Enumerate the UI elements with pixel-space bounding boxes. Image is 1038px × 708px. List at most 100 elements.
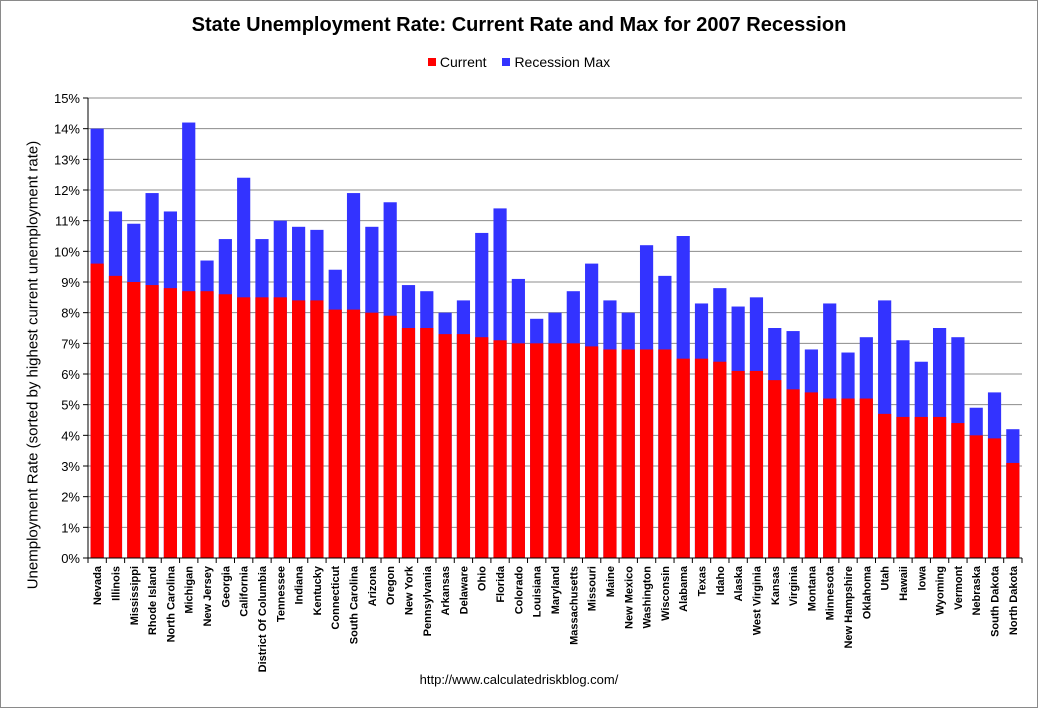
bar-current	[182, 291, 196, 558]
x-tick-label: New York	[403, 565, 415, 615]
bar-current	[859, 398, 873, 558]
bar-current	[621, 349, 635, 558]
y-tick-label: 15%	[54, 91, 80, 106]
bars	[90, 122, 1020, 559]
bar-current	[566, 343, 580, 558]
y-tick-label: 14%	[54, 122, 80, 137]
x-tick-label: New Mexico	[623, 566, 635, 629]
bar-current	[365, 312, 379, 558]
x-tick-label: Arkansas	[440, 566, 452, 616]
x-tick-label: Minnesota	[825, 565, 837, 620]
x-tick-label: District Of Columbia	[257, 565, 269, 672]
bar-current	[603, 349, 617, 558]
bar-current	[346, 309, 361, 558]
x-tick-label: North Dakota	[1008, 565, 1020, 635]
bar-current	[713, 361, 727, 558]
bar-current	[823, 398, 837, 558]
x-tick-label: Arizona	[367, 565, 379, 606]
bar-current	[896, 416, 910, 558]
x-tick-label: Tennessee	[275, 566, 287, 622]
x-tick-label: Virginia	[788, 565, 800, 606]
bar-current	[456, 334, 471, 558]
y-tick-label: 0%	[61, 551, 80, 566]
y-tick-label: 2%	[61, 490, 80, 505]
x-tick-label: Indiana	[294, 565, 306, 604]
bar-current	[841, 398, 855, 558]
x-tick-label: Louisiana	[532, 565, 544, 617]
x-tick-label: Colorado	[513, 566, 525, 615]
legend-label-current: Current	[439, 54, 487, 70]
bar-current	[145, 285, 159, 558]
y-tick-label: 13%	[54, 152, 80, 167]
y-tick-label: 8%	[61, 306, 80, 321]
y-tick-label: 3%	[61, 459, 80, 474]
chart-title: State Unemployment Rate: Current Rate an…	[191, 14, 847, 36]
x-tick-label: Oklahoma	[861, 565, 873, 619]
bar-current	[914, 416, 928, 558]
x-tick-label: North Carolina	[165, 565, 177, 642]
bar-current	[200, 291, 214, 558]
x-tick-label: Iowa	[916, 565, 928, 590]
x-tick-label: New Jersey	[202, 565, 214, 626]
bar-current	[731, 370, 745, 558]
x-tick-label: Wisconsin	[660, 566, 672, 621]
x-tick-label: West Virginia	[751, 565, 763, 635]
x-tick-label: Connecticut	[330, 566, 342, 630]
legend-item-current: Current	[427, 54, 487, 70]
y-tick-label: 5%	[61, 398, 80, 413]
x-tick-label: Georgia	[220, 565, 232, 607]
bar-current	[969, 435, 983, 558]
bar-current	[676, 358, 690, 558]
x-tick-label: South Carolina	[349, 565, 361, 644]
legend-item-recession-max: Recession Max	[502, 54, 610, 70]
bar-current	[237, 297, 251, 558]
x-tick-label: Kansas	[770, 566, 782, 605]
x-tick-label: Washington	[642, 566, 654, 629]
bar-current	[328, 309, 342, 558]
bar-current	[438, 334, 452, 558]
x-tick-label: Alaska	[733, 565, 745, 601]
x-tick-label: South Dakota	[990, 565, 1002, 637]
bar-current	[420, 328, 434, 558]
bar-current	[255, 297, 269, 558]
y-tick-labels: 0% 1% 2% 3% 4% 5% 6% 7% 8% 9% 10% 11% 12% 13% 14% 15%	[54, 91, 80, 566]
y-tick-label: 11%	[55, 214, 80, 229]
bar-current	[804, 392, 818, 558]
legend: Current Recession Max	[0, 54, 1038, 70]
x-tick-label: Nebraska	[971, 565, 983, 615]
bar-current	[585, 346, 599, 558]
legend-swatch-current	[427, 58, 436, 66]
bar-current	[493, 340, 507, 558]
x-tick-label: Utah	[880, 566, 892, 591]
bar-current	[383, 315, 397, 558]
bar-current	[475, 337, 489, 558]
x-tick-label: Oregon	[385, 566, 397, 605]
x-tick-label: Missouri	[587, 566, 599, 611]
bar-current	[694, 358, 709, 558]
x-tick-label: Hawaii	[898, 566, 910, 601]
x-tick-label: Rhode Island	[147, 566, 159, 635]
bar-current	[987, 438, 1002, 558]
bar-current	[511, 343, 525, 558]
bar-current	[127, 282, 141, 558]
y-tick-label: 1%	[61, 520, 80, 535]
x-tick-label: Michigan	[184, 566, 196, 614]
x-tick-label: Delaware	[458, 566, 470, 614]
x-tick-label: Florida	[495, 565, 507, 603]
bar-current	[163, 288, 178, 558]
x-tick-label: Ohio	[477, 566, 489, 591]
legend-swatch-recession-max	[502, 58, 511, 66]
bar-current	[932, 416, 947, 558]
bar-current	[878, 413, 892, 558]
source-url: http://www.calculatedriskblog.com/	[419, 672, 619, 687]
bar-current	[548, 343, 562, 558]
bar-current	[658, 349, 672, 558]
bar-current	[218, 294, 232, 558]
x-tick-label: Alabama	[678, 565, 690, 612]
x-tick-label: Idaho	[715, 566, 727, 596]
legend-label-recession-max: Recession Max	[514, 54, 611, 70]
y-tick-label: 4%	[61, 428, 80, 443]
x-tick-label: Maryland	[550, 566, 562, 614]
bar-current	[292, 300, 306, 558]
